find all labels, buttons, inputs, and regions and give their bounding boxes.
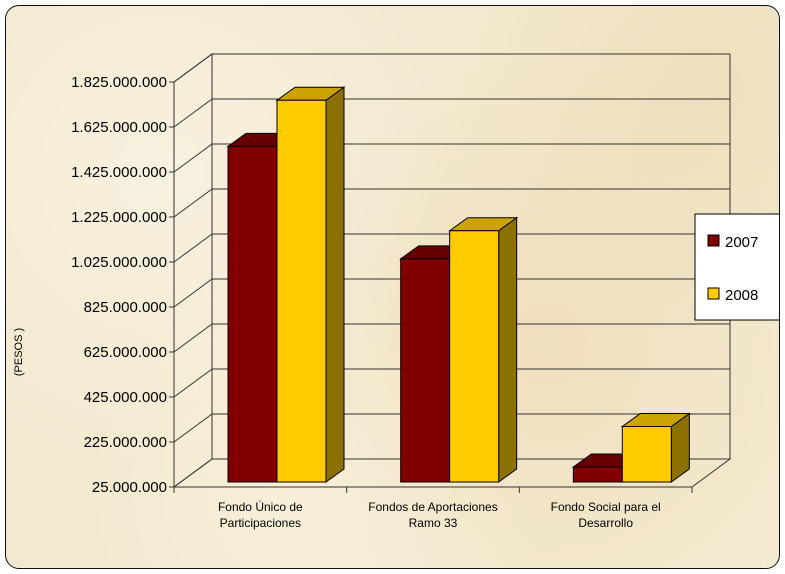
gridline-side <box>173 53 213 83</box>
y-tick-label: 1.225.000.000 <box>71 209 167 226</box>
x-tick-label-line: Fondos de Aportaciones <box>368 500 497 514</box>
chart-frame: 25.000.000 225.000.000 425.000.000 625.000.… <box>5 5 780 569</box>
bar-front <box>400 258 451 483</box>
bar-2008 <box>275 86 346 483</box>
bar-side <box>325 86 345 483</box>
y-tick-label: 425.000.000 <box>84 389 167 406</box>
y-axis-ticks: 25.000.000 225.000.000 425.000.000 625.000.… <box>71 74 174 496</box>
x-tick-label-line: Participaciones <box>220 516 301 530</box>
bars <box>226 86 691 483</box>
gridline-side <box>173 233 213 263</box>
bar-front <box>621 426 672 483</box>
bar-front <box>276 99 327 483</box>
gridline-side <box>173 278 213 308</box>
legend-swatch <box>707 287 720 300</box>
x-tick-label-line: Fondo Único de <box>218 499 303 514</box>
x-tick-label: Fondo Social para el Desarrollo <box>551 500 661 530</box>
y-axis-label: (PESOS ) <box>13 328 25 376</box>
y-tick-label: 625.000.000 <box>84 344 167 361</box>
gridline-side <box>173 98 213 128</box>
y-tick-label: 825.000.000 <box>84 299 167 316</box>
y-tick-label: 1.425.000.000 <box>71 164 167 181</box>
y-tick-label: 1.625.000.000 <box>71 119 167 136</box>
legend: 2007 2008 <box>694 213 779 321</box>
left-wall <box>173 53 213 488</box>
gridline-side <box>173 323 213 353</box>
y-tick-label: 1.025.000.000 <box>71 254 167 271</box>
bar-2008 <box>448 216 519 483</box>
y-tick-label: 1.825.000.000 <box>71 74 167 91</box>
x-tick-label: Fondo Único de Participaciones <box>218 499 303 530</box>
bar-front <box>227 145 278 483</box>
gridline-side <box>173 143 213 173</box>
x-tick-label: Fondos de Aportaciones Ramo 33 <box>368 500 497 530</box>
chart-svg: 25.000.000 225.000.000 425.000.000 625.000.… <box>13 53 779 530</box>
y-tick-label: 25.000.000 <box>92 479 167 496</box>
legend-box <box>694 213 779 321</box>
bar-front <box>572 466 623 483</box>
x-tick-label-line: Ramo 33 <box>409 516 458 530</box>
bar-front <box>449 230 500 483</box>
bar-2008 <box>620 412 691 483</box>
gridline-side <box>173 188 213 218</box>
x-tick-label-line: Fondo Social para el <box>551 500 661 514</box>
gridline-side <box>173 368 213 398</box>
x-axis-ticks: Fondo Único de Participaciones Fondos de A… <box>173 487 693 530</box>
legend-label: 2007 <box>725 234 758 251</box>
bar-side <box>498 216 518 483</box>
legend-label: 2008 <box>725 287 758 304</box>
y-tick-label: 225.000.000 <box>84 434 167 451</box>
x-tick-label-line: Desarrollo <box>578 516 633 530</box>
gridline-side <box>173 413 213 443</box>
legend-swatch <box>707 234 720 247</box>
